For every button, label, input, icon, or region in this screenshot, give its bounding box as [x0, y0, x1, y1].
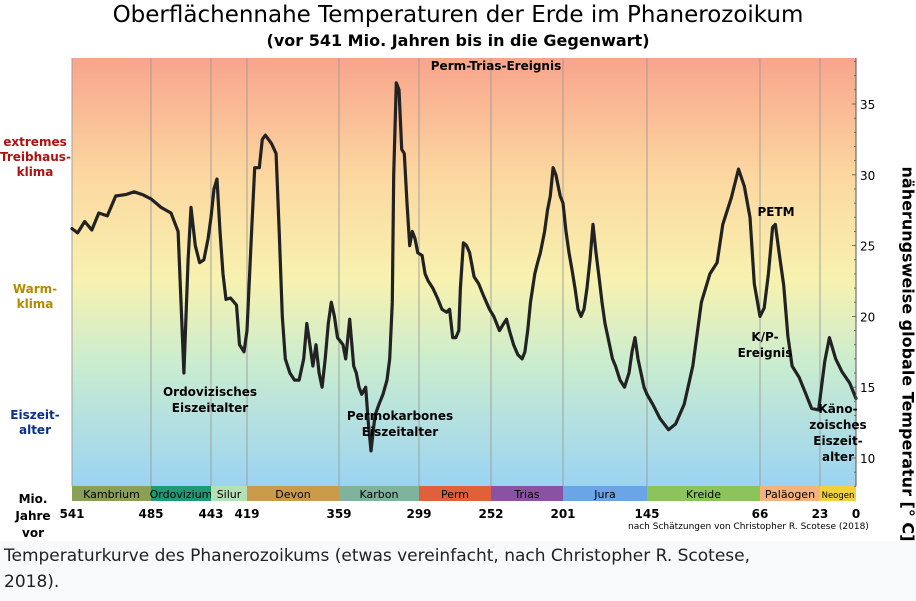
annotation-text: Eiszeitalter: [172, 401, 249, 415]
zone-label-extremes-treibhausklima: extremes Treibhaus-klima: [0, 135, 71, 179]
period-ordovizium: [151, 486, 211, 501]
period-label: Paläogen: [765, 488, 815, 501]
zone-label-eiszeitalter: Eiszeit-alter: [10, 408, 60, 437]
period-label: Devon: [275, 488, 310, 501]
chart-figure: Oberflächennahe Temperaturen der Erde im…: [0, 0, 916, 557]
annotation: Ordovizisches Eiszeitalter: [163, 385, 257, 415]
source-credit: nach Schätzungen von Christopher R. Scot…: [628, 522, 869, 532]
x-tick-label: 419: [234, 507, 259, 521]
x-tick-label: 201: [550, 507, 575, 521]
period-kambrium: [72, 486, 151, 501]
x-tick-label: 541: [59, 507, 84, 521]
period-trias: [491, 486, 563, 501]
period-silur: [211, 486, 247, 501]
x-tick-label: 145: [634, 507, 659, 521]
y-axis-title: näherungsweise globale Temperatur [° C]: [898, 166, 916, 542]
x-tick-label: 23: [812, 507, 829, 521]
annotation-text: zoisches: [809, 418, 866, 432]
chart-title: Oberflächennahe Temperaturen der Erde im…: [112, 2, 804, 28]
annotation-text: alter: [822, 450, 854, 464]
y-tick-label: 10: [860, 452, 875, 466]
period-label: Karbon: [360, 488, 399, 501]
x-tick-label: 252: [478, 507, 503, 521]
period-perm: [419, 486, 491, 501]
annotation-text: PETM: [757, 205, 794, 219]
x-tick-label: 299: [406, 507, 431, 521]
annotation: Permokarbones Eiszeitalter: [347, 409, 453, 439]
y-tick-label: 30: [860, 169, 875, 183]
x-tick-label: 0: [852, 507, 860, 521]
annotation-text: Ereignis: [738, 346, 793, 360]
period-jura: [563, 486, 647, 501]
period-label: Kambrium: [83, 488, 140, 501]
period-label: Ordovizium: [150, 488, 213, 501]
temperature-series-line: [70, 81, 649, 453]
annotation: Käno-zoisches Eiszeit-alter: [809, 402, 866, 464]
period-label: Silur: [217, 488, 242, 501]
period-paläogen: [760, 486, 820, 501]
y-tick-label: 35: [860, 98, 875, 112]
y-tick-label: 15: [860, 381, 875, 395]
figure-caption: Temperaturkurve des Phanerozoikums (etwa…: [4, 546, 751, 592]
period-label: Neogen: [822, 491, 855, 501]
period-label: Perm: [441, 488, 469, 501]
annotation-text: Ordovizisches: [163, 385, 257, 399]
x-tick-label: 443: [198, 507, 223, 521]
temperature-series-line-cenozoic: [645, 167, 858, 432]
chart-svg: Kambrium Ordovizium Silur Devon Karbon Perm Tr…: [59, 58, 875, 521]
x-tick-label: 359: [326, 507, 351, 521]
annotation-text: Käno-: [818, 402, 857, 416]
caption-area: [0, 541, 916, 601]
period-label: Kreide: [686, 488, 721, 501]
plot-background: [72, 58, 856, 486]
annotation-text: Permokarbones: [347, 409, 453, 423]
period-neogen: [820, 486, 856, 501]
annotation-text: K/P-: [751, 330, 778, 344]
annotation-text: Perm-Trias-Ereignis: [431, 59, 561, 73]
period-karbon: [339, 486, 419, 501]
annotation: K/P- Ereignis: [738, 330, 793, 360]
zone-label-warmklima: Warm-klima: [12, 282, 58, 311]
annotation-text: Eiszeit-: [813, 434, 862, 448]
chart-subtitle: (vor 541 Mio. Jahren bis in die Gegenwar…: [266, 31, 650, 50]
period-label: Trias: [513, 488, 539, 501]
annotation: PETM: [757, 205, 794, 219]
y-tick-label: 25: [860, 240, 875, 254]
x-tick-label: 485: [138, 507, 163, 521]
y-tick-label: 20: [860, 310, 875, 324]
annotation-text: Eiszeitalter: [362, 425, 439, 439]
period-label: Jura: [593, 488, 615, 501]
x-tick-label: 66: [752, 507, 769, 521]
period-devon: [247, 486, 339, 501]
annotation: Perm-Trias-Ereignis: [431, 59, 561, 73]
period-kreide: [647, 486, 760, 501]
